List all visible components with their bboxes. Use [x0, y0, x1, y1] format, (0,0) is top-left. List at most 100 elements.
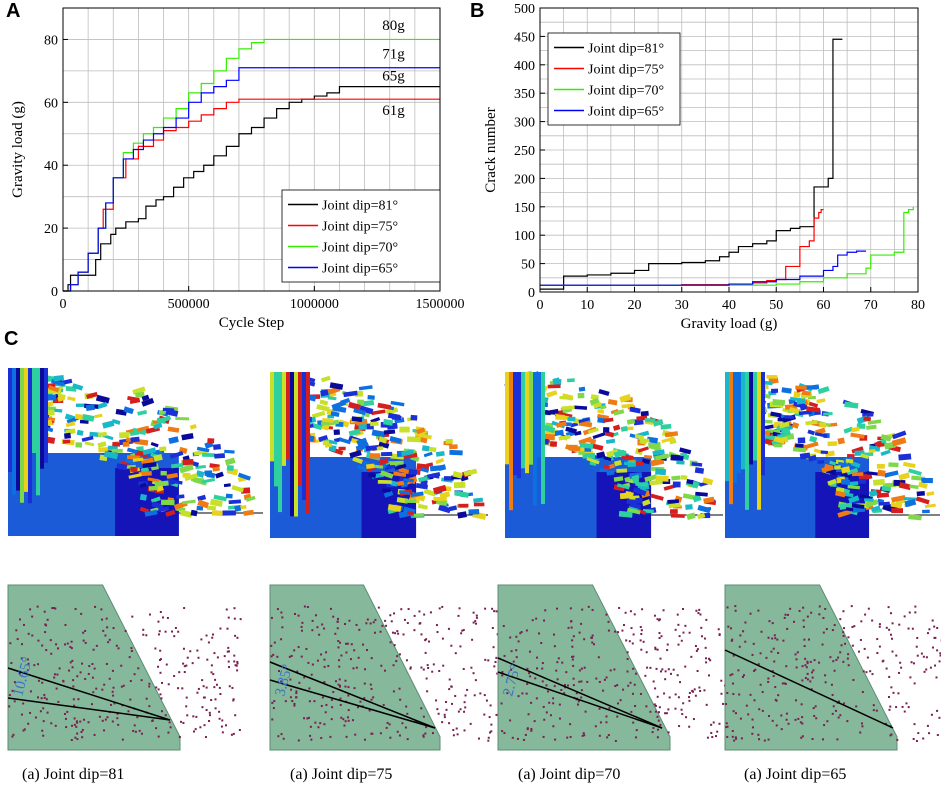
particle-block — [771, 388, 779, 394]
particle-block — [814, 432, 828, 438]
crack-point — [36, 605, 39, 608]
crack-point — [472, 611, 475, 614]
crack-point — [676, 613, 679, 616]
crack-point — [865, 671, 868, 674]
particle-block — [874, 440, 883, 447]
crack-point — [869, 670, 872, 673]
particle-block — [902, 461, 916, 469]
crack-point — [235, 664, 238, 667]
crack-point — [644, 674, 647, 677]
y-tick-label: 20 — [44, 222, 58, 237]
particle-block — [439, 491, 451, 499]
crack-point — [388, 723, 391, 726]
crack-point — [796, 651, 799, 654]
crack-point — [50, 652, 53, 655]
crack-point — [583, 734, 586, 737]
crack-point — [561, 661, 564, 664]
particle-block — [322, 440, 330, 446]
crack-point — [635, 736, 638, 739]
crack-point — [270, 644, 273, 647]
crack-point — [535, 617, 538, 620]
particle-block — [852, 472, 864, 477]
crack-point — [749, 693, 752, 696]
crack-point — [676, 674, 679, 677]
crack-point — [392, 690, 395, 693]
crack-point — [624, 611, 627, 614]
crack-point — [598, 680, 601, 683]
particle-block — [196, 446, 210, 453]
crack-point — [345, 651, 348, 654]
crack-point — [307, 661, 310, 664]
particle-block — [129, 398, 141, 404]
crack-point — [393, 644, 396, 647]
crack-point — [37, 639, 40, 642]
y-tick-label: 400 — [514, 59, 535, 74]
crack-point — [418, 610, 421, 613]
x-tick-label: 1500000 — [416, 297, 465, 312]
particle-block — [863, 416, 872, 422]
particle-block — [452, 471, 463, 479]
crack-point — [767, 677, 770, 680]
crack-point — [794, 718, 797, 721]
crack-point — [732, 682, 735, 685]
particle-block — [162, 407, 175, 412]
crack-point — [654, 704, 657, 707]
crack-point — [731, 673, 734, 676]
slip-line-lower — [7, 697, 171, 721]
crack-point — [566, 736, 569, 739]
crack-point — [354, 733, 357, 736]
crack-point — [640, 629, 643, 632]
particle-block — [837, 509, 851, 518]
crack-point — [116, 717, 119, 720]
crack-point — [76, 738, 79, 741]
crack-point — [509, 636, 512, 639]
crack-point — [801, 722, 804, 725]
particle-block — [926, 491, 935, 497]
particle-block — [845, 507, 854, 512]
crack-point — [20, 643, 23, 646]
crack-point — [129, 698, 132, 701]
crack-point — [337, 683, 340, 686]
crack-point — [698, 608, 701, 611]
particle-block — [837, 437, 845, 445]
particle-block — [612, 424, 621, 431]
crack-point — [81, 736, 84, 739]
crack-point — [331, 706, 334, 709]
particle-column — [509, 372, 513, 511]
crack-point — [425, 677, 428, 680]
crack-point — [572, 635, 575, 638]
crack-point — [889, 612, 892, 615]
crack-point — [889, 725, 892, 728]
particle-block — [123, 406, 134, 415]
crack-point — [46, 618, 49, 621]
crack-point — [409, 666, 412, 669]
crack-point — [528, 672, 531, 675]
crack-point — [369, 683, 372, 686]
crack-point — [821, 738, 824, 741]
crack-point — [598, 707, 601, 710]
crack-point — [103, 729, 106, 732]
crack-point — [271, 701, 274, 704]
crack-point — [396, 655, 399, 658]
particle-block — [182, 458, 194, 466]
crack-point — [87, 721, 90, 724]
crack-point — [726, 735, 729, 738]
crack-point — [557, 657, 560, 660]
crack-point — [295, 696, 298, 699]
crack-point — [277, 670, 280, 673]
particle-block — [597, 409, 605, 414]
crack-point — [154, 647, 157, 650]
particle-block — [369, 453, 381, 459]
crack-point — [68, 669, 71, 672]
crack-point — [818, 661, 821, 664]
particle-block — [225, 493, 233, 499]
crack-point — [450, 644, 453, 647]
crack-point — [202, 696, 205, 699]
series-line-2 — [540, 206, 914, 286]
crack-point — [199, 726, 202, 729]
particle-block — [807, 429, 816, 436]
particle-block — [578, 386, 586, 392]
crack-point — [734, 736, 737, 739]
particle-block — [139, 482, 147, 489]
crack-point — [73, 723, 76, 726]
